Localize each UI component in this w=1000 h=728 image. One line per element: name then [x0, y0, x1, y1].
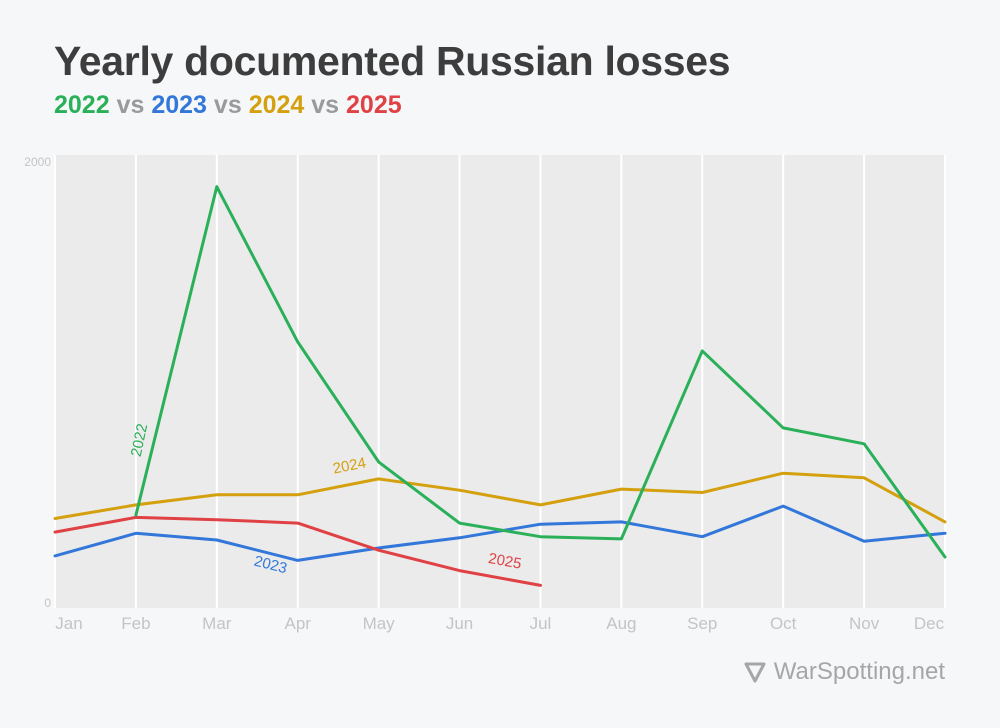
- series-label-2022: 2022: [128, 422, 152, 458]
- series-line-2025: [53, 515, 542, 587]
- x-tick-label: Feb: [121, 614, 150, 633]
- watermark-text: WarSpotting.net: [773, 658, 945, 685]
- chart-title: Yearly documented Russian losses: [54, 38, 731, 84]
- y-tick-label: 0: [44, 596, 51, 610]
- subtitle-vs: vs: [213, 91, 242, 119]
- x-tick-label: Apr: [284, 614, 311, 633]
- plot-area: [55, 155, 945, 608]
- y-tick-label: 2000: [24, 155, 51, 169]
- x-tick-label: Oct: [770, 614, 797, 633]
- x-tick-label: Mar: [202, 614, 232, 633]
- x-tick-label: May: [363, 614, 396, 633]
- x-tick-label: Aug: [606, 614, 636, 633]
- x-tick-label: Jan: [55, 614, 82, 633]
- series-line-2024: [53, 471, 947, 524]
- subtitle-vs: vs: [116, 91, 145, 119]
- subtitle-vs: vs: [311, 91, 340, 119]
- subtitle-2022: 2022: [54, 91, 110, 119]
- subtitle-2023: 2023: [151, 91, 207, 119]
- x-tick-label: Jul: [530, 614, 552, 633]
- subtitle-2024: 2024: [248, 91, 305, 119]
- chart-subtitle: 2022 vs 2023 vs 2024 vs 2025: [54, 91, 402, 120]
- x-tick-label: Sep: [687, 614, 717, 633]
- series-label-2025: 2025: [487, 550, 523, 573]
- subtitle-2025: 2025: [346, 91, 402, 119]
- series-line-2022: [134, 185, 947, 559]
- x-tick-label: Dec: [914, 614, 945, 633]
- warspotting-logo-icon: [744, 662, 766, 683]
- x-tick-label: Jun: [446, 614, 473, 633]
- watermark: WarSpotting.net: [744, 658, 945, 686]
- x-tick-label: Nov: [849, 614, 880, 633]
- series-label-2024: 2024: [331, 454, 367, 477]
